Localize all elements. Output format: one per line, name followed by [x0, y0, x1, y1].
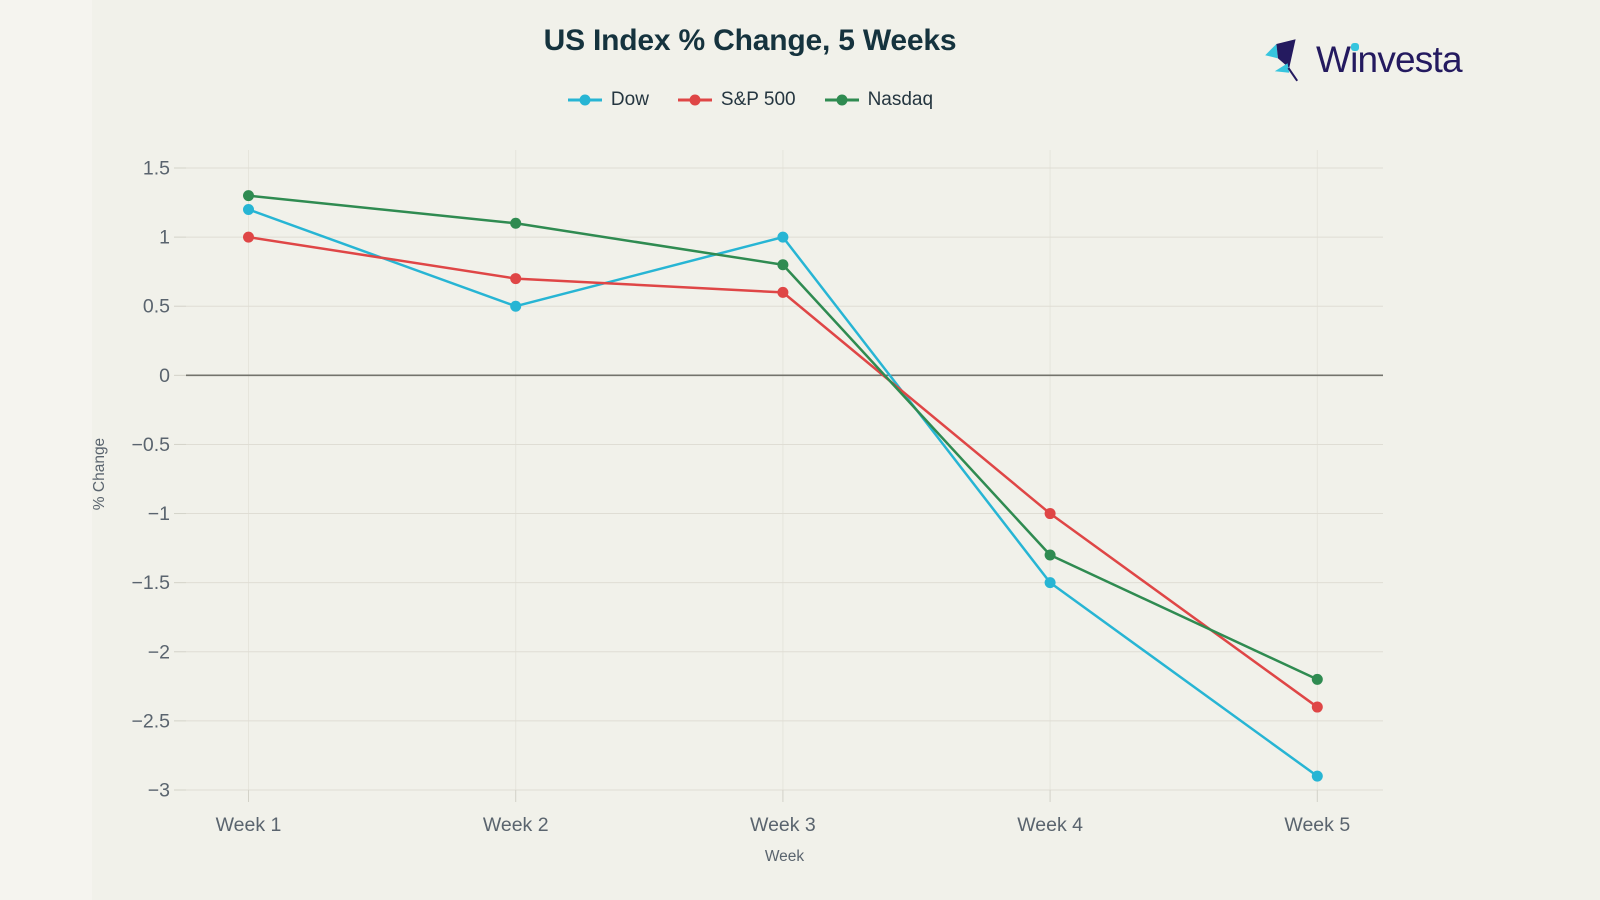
- chart-title: US Index % Change, 5 Weeks: [543, 24, 957, 57]
- legend-item-nasdaq: Nasdaq: [824, 89, 934, 111]
- data-point-nasdaq: [777, 259, 789, 271]
- y-tick-label: 0: [159, 365, 170, 387]
- y-tick-label: 1.5: [143, 158, 170, 180]
- y-tick-label: −1.5: [132, 572, 171, 594]
- data-point-sp500: [510, 273, 522, 285]
- chart-legend: Dow S&P 500 Nasdaq: [0, 89, 1500, 111]
- data-point-sp500: [243, 231, 254, 243]
- winvesta-logo: Winvesta: [1262, 34, 1463, 86]
- winvesta-bird-icon: [1265, 39, 1299, 82]
- x-tick-label: Week 5: [1284, 814, 1350, 836]
- data-point-nasdaq: [1311, 673, 1323, 685]
- data-point-dow: [510, 300, 522, 312]
- data-point-nasdaq: [243, 190, 254, 202]
- data-point-dow: [1044, 577, 1056, 589]
- legend-marker-dow-icon: [567, 94, 602, 106]
- data-point-sp500: [777, 286, 789, 298]
- legend-marker-nasdaq-icon: [824, 94, 859, 106]
- x-tick-label: Week 4: [1017, 814, 1083, 836]
- legend-label: Nasdaq: [867, 89, 934, 110]
- y-tick-label: −1: [148, 503, 170, 525]
- data-point-sp500: [1311, 701, 1323, 713]
- y-tick-label: 0.5: [143, 296, 170, 318]
- legend-label: Dow: [610, 89, 649, 110]
- data-point-nasdaq: [1044, 549, 1056, 561]
- data-point-nasdaq: [510, 217, 522, 229]
- x-tick-label: Week 2: [483, 814, 549, 836]
- y-tick-label: −2.5: [132, 710, 171, 732]
- y-axis-title: % Change: [91, 438, 108, 510]
- legend-item-dow: Dow: [567, 89, 649, 111]
- logo-i-dot-accent: [1351, 43, 1359, 51]
- legend-marker-sp500-icon: [677, 94, 712, 106]
- y-tick-label: 1: [159, 227, 170, 249]
- data-point-sp500: [1044, 508, 1056, 520]
- y-tick-label: −3: [148, 779, 170, 801]
- x-tick-label: Week 3: [750, 814, 816, 836]
- x-axis-title: Week: [765, 848, 805, 865]
- legend-label: S&P 500: [720, 89, 796, 110]
- data-point-dow: [777, 231, 789, 243]
- data-point-dow: [1311, 770, 1323, 782]
- x-tick-label: Week 1: [216, 814, 282, 836]
- legend-item-sp500: S&P 500: [677, 89, 796, 111]
- y-tick-label: −2: [148, 641, 170, 663]
- y-tick-label: −0.5: [132, 434, 171, 456]
- page-left-margin: [0, 0, 92, 900]
- data-point-dow: [243, 203, 254, 215]
- winvesta-logo-text: Winvesta: [1316, 39, 1463, 80]
